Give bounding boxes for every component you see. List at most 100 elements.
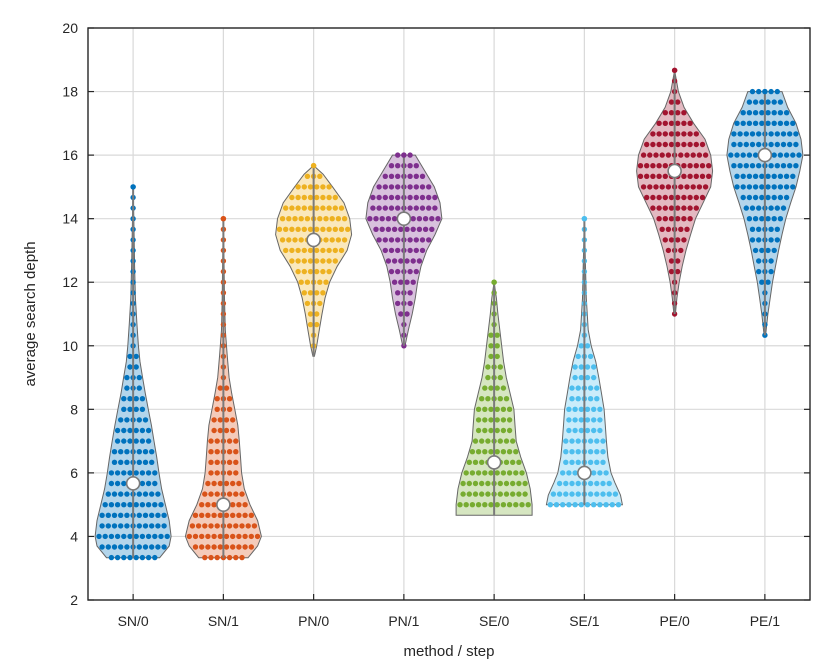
data-point (307, 321, 314, 328)
data-point (497, 491, 503, 497)
data-point (597, 417, 603, 423)
data-point (398, 226, 404, 232)
data-point (469, 449, 476, 455)
data-point (341, 216, 348, 222)
data-point (161, 512, 167, 518)
data-point (230, 533, 236, 540)
data-point (787, 141, 793, 148)
data-point (600, 438, 606, 444)
data-point (161, 523, 167, 529)
data-point (765, 279, 771, 285)
data-point (136, 374, 142, 381)
data-point (597, 502, 603, 508)
data-point (759, 216, 765, 222)
data-point (373, 216, 379, 222)
data-point (108, 533, 115, 540)
data-point (426, 237, 432, 243)
data-point (547, 502, 553, 508)
data-point (594, 396, 600, 402)
data-point (307, 311, 314, 317)
data-point (164, 533, 170, 540)
data-point (494, 385, 500, 391)
data-point (410, 216, 416, 222)
data-point (752, 120, 759, 127)
y-tick-label: 20 (62, 20, 78, 36)
data-point (416, 226, 423, 232)
data-point (740, 194, 746, 201)
data-point (656, 194, 662, 201)
data-point (584, 427, 591, 434)
data-point (749, 205, 756, 211)
data-point (133, 396, 139, 402)
data-point (587, 385, 594, 391)
data-point (485, 364, 491, 370)
data-point (740, 184, 746, 190)
data-point (133, 364, 139, 370)
data-point (416, 258, 423, 264)
data-point (217, 385, 223, 391)
data-point (675, 216, 681, 222)
data-point (114, 533, 121, 540)
data-point (699, 194, 706, 201)
data-point (550, 491, 557, 497)
data-point (292, 237, 298, 243)
data-point (702, 152, 709, 158)
data-point (485, 374, 491, 381)
data-point (457, 502, 463, 508)
data-point (114, 480, 121, 487)
data-point (304, 300, 311, 307)
data-point (226, 554, 233, 561)
data-point (326, 268, 332, 275)
data-point (214, 470, 220, 476)
data-point (283, 226, 289, 232)
data-point (615, 502, 622, 508)
data-point (391, 258, 398, 264)
data-point (239, 523, 245, 529)
violin-PN-0 (275, 162, 353, 357)
data-point (118, 512, 124, 518)
data-point (105, 512, 112, 518)
data-point (569, 449, 575, 455)
data-point (756, 131, 762, 137)
data-point (687, 120, 693, 127)
data-point (479, 438, 485, 444)
data-point (768, 163, 774, 169)
data-point (671, 67, 678, 73)
data-point (111, 459, 118, 465)
data-point (189, 523, 196, 529)
data-point (556, 491, 563, 497)
data-point (569, 396, 575, 402)
data-point (317, 173, 323, 179)
data-point (233, 554, 239, 561)
data-point (746, 99, 753, 105)
data-point (466, 459, 472, 465)
data-point (127, 353, 133, 360)
data-point (746, 194, 753, 201)
data-point (239, 491, 245, 497)
data-point (765, 184, 771, 190)
data-point (127, 438, 133, 444)
data-point (133, 554, 139, 561)
median-marker (396, 211, 412, 226)
data-point (563, 491, 569, 497)
data-point (142, 417, 149, 423)
data-point (314, 226, 320, 232)
data-point (662, 194, 668, 201)
data-point (388, 173, 395, 179)
data-point (401, 343, 407, 349)
data-point (133, 353, 139, 360)
data-point (317, 216, 323, 222)
data-point (749, 226, 756, 232)
data-point (217, 533, 223, 540)
data-point (591, 406, 597, 412)
data-point (485, 480, 491, 487)
data-point (693, 131, 699, 137)
data-point (298, 279, 304, 285)
data-point (469, 470, 476, 476)
data-point (121, 533, 127, 540)
data-point (482, 449, 488, 455)
data-point (497, 396, 503, 402)
data-point (472, 438, 479, 444)
data-point (145, 480, 152, 487)
data-point (774, 237, 780, 243)
